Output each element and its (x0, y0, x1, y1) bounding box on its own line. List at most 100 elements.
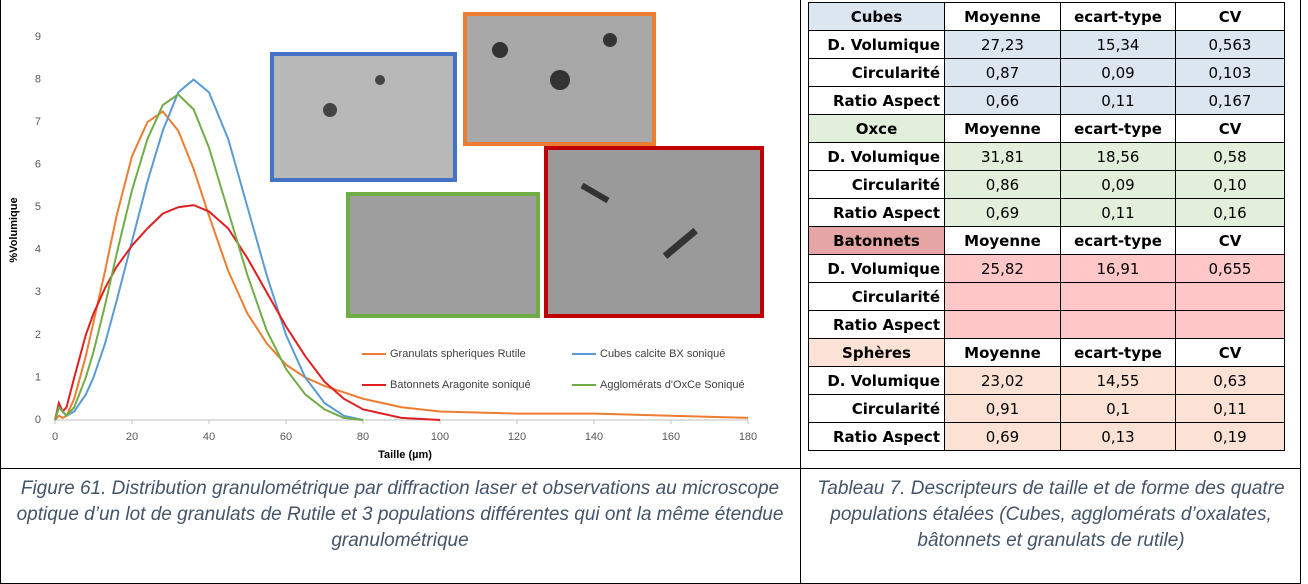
x-tick-label: 180 (739, 431, 757, 443)
table-row: D. Volumique 25,82 16,91 0,655 (808, 254, 1285, 283)
particle (580, 182, 610, 204)
x-tick-label: 120 (508, 431, 526, 443)
series-line (54, 110, 749, 421)
micrograph (544, 146, 764, 318)
legend-label: Agglomérats d'OxCe Soniqué (600, 379, 745, 391)
table-cell: 25,82 (944, 254, 1061, 283)
particle (662, 227, 698, 259)
table-cell (1175, 282, 1285, 311)
micrograph (346, 192, 540, 318)
x-tick-label: 160 (662, 431, 680, 443)
table-row: Circularité (808, 282, 1285, 311)
figure-caption: Figure 61. Distribution granulométrique … (16, 478, 784, 551)
table-cell (944, 310, 1061, 339)
table-cell: 18,56 (1060, 142, 1176, 171)
border (0, 0, 1, 584)
x-tick-label: 20 (126, 431, 138, 443)
y-tick-label: 0 (35, 414, 41, 426)
x-tick-label: 0 (52, 431, 58, 443)
table-cell: Ratio Aspect (808, 422, 945, 451)
series-line (54, 93, 364, 421)
table-cell: D. Volumique (808, 254, 945, 283)
table-cell: Moyenne (944, 338, 1061, 367)
table-cell: ecart-type (1060, 114, 1176, 143)
table-row: Batonnets Moyenne ecart-type CV (808, 226, 1285, 255)
table-cell: 0,10 (1175, 170, 1285, 199)
table-cell: 23,02 (944, 366, 1061, 395)
table-cell: Moyenne (944, 226, 1061, 255)
table-row: Ratio Aspect 0,69 0,13 0,19 (808, 422, 1285, 451)
y-tick-label: 2 (35, 329, 41, 341)
table-cell: Sphères (808, 338, 945, 367)
table-cell: 16,91 (1060, 254, 1176, 283)
table-cell: 0,167 (1175, 86, 1285, 115)
table-cell: 15,34 (1060, 30, 1176, 59)
table-cell: Ratio Aspect (808, 198, 945, 227)
border (800, 0, 801, 584)
table-row: Circularité 0,91 0,1 0,11 (808, 394, 1285, 423)
table-cell: 0,16 (1175, 198, 1285, 227)
table-cell: 14,55 (1060, 366, 1176, 395)
table-caption: Tableau 7. Descripteurs de taille et de … (817, 478, 1285, 551)
table-row: D. Volumique 23,02 14,55 0,63 (808, 366, 1285, 395)
y-tick-label: 5 (35, 201, 41, 213)
y-tick-label: 9 (35, 31, 41, 43)
x-tick-label: 140 (585, 431, 603, 443)
table-cell: D. Volumique (808, 30, 945, 59)
table-cell: ecart-type (1060, 226, 1176, 255)
micrographs (270, 12, 764, 318)
y-tick-label: 6 (35, 159, 41, 171)
series-line (54, 78, 364, 421)
table-cell: 0,69 (944, 198, 1061, 227)
table-cell: Batonnets (808, 226, 945, 255)
table-cell: 0,11 (1060, 198, 1176, 227)
particle (375, 75, 385, 85)
table-cell: Circularité (808, 394, 945, 423)
table-cell: 0,86 (944, 170, 1061, 199)
micrograph (270, 52, 457, 182)
chart: Taille (µm) %Volumique 0 1 2 3 4 5 6 7 8 9 0 20 40 60… (8, 12, 764, 461)
table-cell: 0,1 (1060, 394, 1176, 423)
table-cell: 0,19 (1175, 422, 1285, 451)
x-tick-label: 40 (203, 431, 215, 443)
table-cell: CV (1175, 226, 1285, 255)
table-row: Cubes Moyenne ecart-type CV (808, 2, 1285, 31)
table-cell: ecart-type (1060, 2, 1176, 31)
particle (550, 70, 570, 90)
border (1300, 0, 1301, 584)
table-cell: 0,91 (944, 394, 1061, 423)
table-cell: 27,23 (944, 30, 1061, 59)
table-row: D. Volumique 27,23 15,34 0,563 (808, 30, 1285, 59)
table-cell: 0,58 (1175, 142, 1285, 171)
data-table: Cubes Moyenne ecart-type CV D. Volumique 27,2… (808, 2, 1285, 451)
table-cell: Circularité (808, 170, 945, 199)
table-row: Ratio Aspect 0,66 0,11 0,167 (808, 86, 1285, 115)
legend-label: Cubes calcite BX soniqué (600, 348, 725, 360)
particle (603, 33, 617, 47)
legend-label: Batonnets Aragonite soniqué (390, 379, 531, 391)
table-row: D. Volumique 31,81 18,56 0,58 (808, 142, 1285, 171)
y-tick-label: 7 (35, 116, 41, 128)
y-tick-label: 1 (35, 371, 41, 383)
table-cell: CV (1175, 114, 1285, 143)
y-tick-label: 8 (35, 73, 41, 85)
table-cell: 0,69 (944, 422, 1061, 451)
y-tick-label: 4 (35, 244, 41, 256)
y-tick-label: 3 (35, 286, 41, 298)
table-cell: Oxce (808, 114, 945, 143)
table-row: Ratio Aspect (808, 310, 1285, 339)
table-cell: 0,13 (1060, 422, 1176, 451)
table-cell: 0,66 (944, 86, 1061, 115)
particle (492, 42, 508, 58)
table-cell: Ratio Aspect (808, 86, 945, 115)
table-cell: 0,63 (1175, 366, 1285, 395)
table-row: Ratio Aspect 0,69 0,11 0,16 (808, 198, 1285, 227)
y-axis-label: %Volumique (8, 197, 20, 262)
particle (323, 103, 337, 117)
table-cell (1175, 310, 1285, 339)
table-cell: 0,87 (944, 58, 1061, 87)
table-cell: CV (1175, 338, 1285, 367)
table-cell: Moyenne (944, 114, 1061, 143)
table-cell (1060, 310, 1176, 339)
